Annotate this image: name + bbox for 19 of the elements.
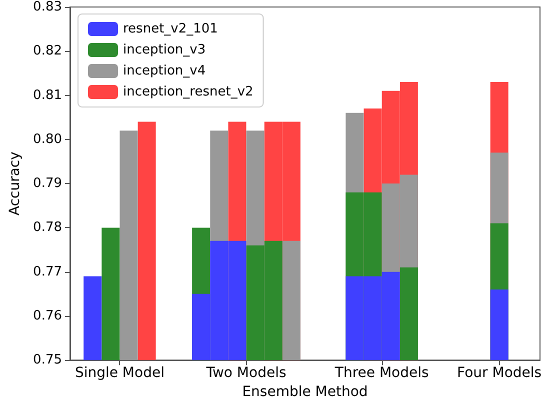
y-tick-label: 0.77 — [33, 264, 62, 280]
legend-label: resnet_v2_101 — [123, 22, 218, 36]
y-tick-label: 0.76 — [33, 308, 62, 324]
y-tick-label: 0.81 — [33, 88, 62, 103]
y-axis-title: Accuracy — [7, 152, 24, 216]
y-tick-label: 0.78 — [33, 220, 62, 236]
x-tick-label: Single Model — [74, 365, 164, 382]
x-tick-label: Two Models — [205, 365, 286, 382]
legend-label: inception_v4 — [123, 64, 206, 78]
legend-label: inception_resnet_v2 — [123, 84, 254, 100]
x-tick-label: Four Models — [457, 365, 542, 382]
y-tick-label: 0.80 — [33, 132, 62, 147]
legend-label: inception_v3 — [123, 42, 206, 58]
y-tick-label: 0.82 — [33, 44, 62, 59]
x-tick-label: Three Models — [334, 365, 429, 382]
y-tick-label: 0.79 — [33, 176, 62, 192]
y-tick-label: 0.83 — [33, 0, 62, 14]
x-axis-title: Ensemble Method — [242, 384, 368, 400]
y-tick-label: 0.75 — [33, 352, 62, 368]
